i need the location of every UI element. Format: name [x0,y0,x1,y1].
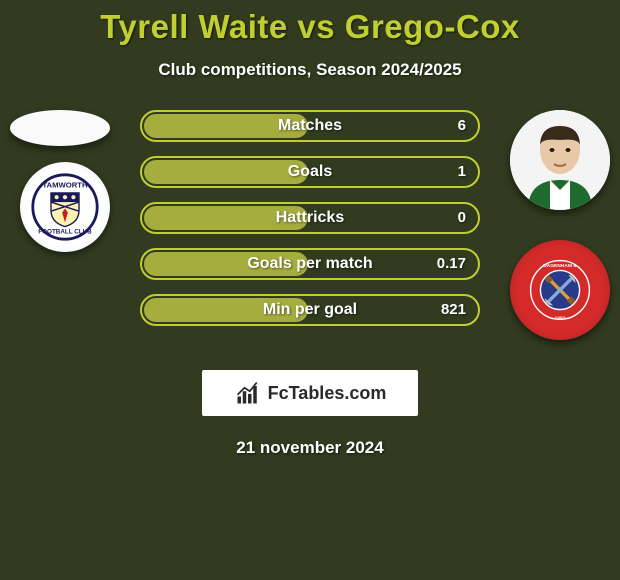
subtitle: Club competitions, Season 2024/2025 [0,60,620,80]
svg-text:FOOTBALL CLUB: FOOTBALL CLUB [38,229,92,236]
player-portrait-icon [510,110,610,210]
stat-label: Hattricks [142,204,478,232]
stat-value: 6 [458,112,466,140]
comparison-panel: TAMWORTH FOOTBALL CLUB [0,110,620,370]
stat-label: Min per goal [142,296,478,324]
date-line: 21 november 2024 [0,438,620,458]
brand-badge: FcTables.com [202,370,418,416]
svg-text:· 1992 ·: · 1992 · [552,315,569,321]
player1-photo-placeholder [10,110,110,146]
stat-value: 821 [441,296,466,324]
stat-value: 1 [458,158,466,186]
svg-text:DAGENHAM &: DAGENHAM & [543,263,577,269]
stat-row-goals-per-match: Goals per match 0.17 [140,248,480,280]
brand-text: FcTables.com [268,383,387,404]
stat-value: 0.17 [437,250,466,278]
bar-chart-icon [234,379,262,407]
stat-value: 0 [458,204,466,232]
stat-rows: Matches 6 Goals 1 Hattricks 0 Goals per … [140,110,480,340]
player1-club-badge: TAMWORTH FOOTBALL CLUB [20,162,110,252]
stat-row-matches: Matches 6 [140,110,480,142]
player2-club-badge: DAGENHAM & · 1992 · [510,240,610,340]
player2-photo [510,110,610,210]
stat-label: Goals per match [142,250,478,278]
stat-row-min-per-goal: Min per goal 821 [140,294,480,326]
stat-row-hattricks: Hattricks 0 [140,202,480,234]
svg-text:TAMWORTH: TAMWORTH [42,180,88,189]
page-title: Tyrell Waite vs Grego-Cox [0,0,620,46]
dagenham-crest-icon: DAGENHAM & · 1992 · [525,255,595,325]
stat-label: Goals [142,158,478,186]
stat-row-goals: Goals 1 [140,156,480,188]
stat-label: Matches [142,112,478,140]
tamworth-crest-icon: TAMWORTH FOOTBALL CLUB [30,172,100,242]
